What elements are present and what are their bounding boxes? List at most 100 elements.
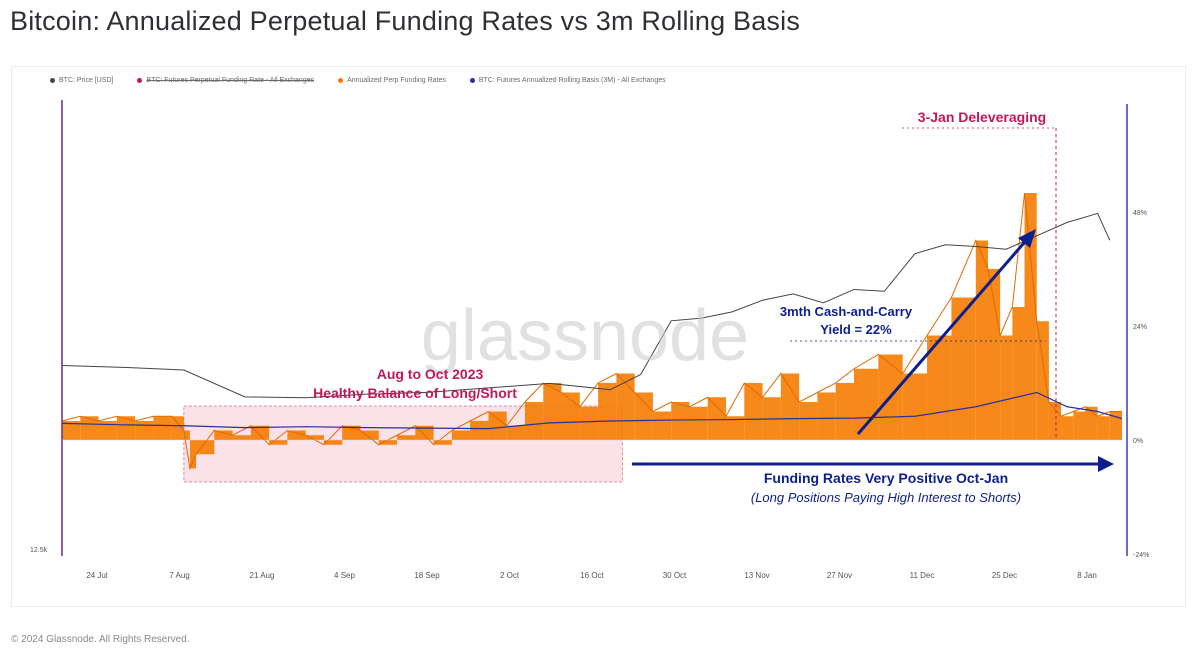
funding-rate-bar	[189, 440, 197, 469]
funding-rate-bar	[951, 297, 976, 440]
funding-rate-bar	[153, 416, 172, 440]
legend-swatch-price	[50, 77, 55, 83]
legend-label-price: BTC: Price [USD]	[59, 77, 114, 84]
x-tick-label: 2 Oct	[500, 571, 520, 580]
carry-label-line1: 3mth Cash-and-Carry	[780, 304, 913, 319]
funding-rate-bar	[1000, 335, 1013, 440]
legend-swatch-rolling-basis	[469, 77, 475, 83]
funding-rate-bar	[250, 425, 270, 440]
funding-rate-bar	[835, 383, 854, 440]
rolling-basis-line	[61, 391, 1123, 430]
legend-label-perp-funding: BTC: Futures Perpetual Funding Rate - Al…	[146, 77, 315, 84]
watermark-text: glassnode	[421, 296, 749, 376]
funding-rate-bar	[1109, 411, 1122, 440]
funding-rate-bar	[171, 416, 184, 440]
x-tick-label: 7 Aug	[169, 571, 189, 580]
funding-rate-bar	[780, 373, 800, 440]
right-tick-label: -24%	[1133, 552, 1149, 559]
funding-rate-bar	[323, 440, 343, 445]
funding-rate-bar	[1024, 193, 1037, 440]
x-tick-label: 30 Oct	[663, 571, 687, 580]
legend-item-rolling-basis[interactable]: BTC: Futures Annualized Rolling Basis (3…	[469, 77, 666, 84]
x-tick-label: 25 Dec	[992, 571, 1017, 580]
x-tick-label: 4 Sep	[334, 571, 355, 580]
x-tick-label: 18 Sep	[414, 571, 440, 580]
funding-rate-bar	[360, 430, 379, 440]
funding-rate-bar	[726, 416, 745, 440]
funding-rate-bar	[214, 430, 233, 440]
x-tick-label: 24 Jul	[86, 571, 108, 580]
legend-label-annualized-funding: Annualized Perp Funding Rates	[347, 77, 446, 84]
legend-swatch-annualized-funding	[338, 77, 344, 83]
funding-rate-bar	[1085, 406, 1098, 440]
funding-rate-bar	[707, 397, 727, 440]
funding-rate-bar	[817, 392, 836, 440]
price-line	[61, 212, 1111, 399]
funding-rate-bar	[183, 430, 190, 440]
funding-rate-bar	[689, 406, 708, 440]
x-tick-label: 11 Dec	[910, 571, 935, 580]
chart-legend: BTC: Price [USD] BTC: Futures Perpetual …	[50, 77, 688, 84]
legend-label-rolling-basis: BTC: Futures Annualized Rolling Basis (3…	[478, 77, 666, 84]
deleveraging-label: 3-Jan Deleveraging	[918, 109, 1046, 125]
funding-rate-bar	[305, 435, 324, 440]
legend-swatch-perp-funding	[137, 77, 143, 83]
right-tick-label: 0%	[1133, 438, 1143, 445]
funding-rate-bar	[287, 430, 306, 440]
funding-rate-bar	[902, 373, 928, 440]
funding-rate-bar	[451, 430, 471, 440]
funding-rate-bar	[1048, 402, 1062, 440]
funding-rate-bar	[987, 269, 1001, 440]
funding-label-line1: Funding Rates Very Positive Oct-Jan	[764, 470, 1008, 486]
x-tick-label: 13 Nov	[744, 571, 769, 580]
legend-item-price[interactable]: BTC: Price [USD]	[50, 77, 113, 84]
funding-rate-bar	[1012, 307, 1025, 440]
funding-rate-bar	[62, 421, 81, 440]
funding-rate-bar	[927, 335, 952, 440]
aug-oct-label-line2: Healthy Balance of Long/Short	[313, 385, 517, 401]
funding-rate-bar	[232, 435, 251, 440]
funding-rate-bar	[470, 421, 489, 440]
funding-rate-bar	[397, 435, 416, 440]
funding-rate-bar	[488, 411, 507, 440]
funding-rate-bar	[506, 425, 525, 440]
aug-oct-label-line1: Aug to Oct 2023	[377, 366, 484, 382]
funding-rate-bar	[135, 421, 154, 440]
funding-rate-bar	[433, 440, 452, 445]
right-tick-label: 48%	[1133, 210, 1147, 217]
funding-rate-bar	[561, 392, 580, 440]
funding-rate-bar	[80, 416, 99, 440]
funding-rate-bar	[378, 440, 398, 445]
x-tick-label: 16 Oct	[580, 571, 604, 580]
funding-rate-bar	[524, 402, 544, 440]
funding-rate-bar	[671, 402, 690, 440]
legend-item-perp-funding[interactable]: BTC: Futures Perpetual Funding Rate - Al…	[137, 77, 314, 84]
carry-label-line2: Yield = 22%	[820, 322, 892, 337]
funding-rate-bar	[579, 406, 599, 440]
funding-rate-line	[61, 192, 1122, 471]
funding-label-line2: (Long Positions Paying High Interest to …	[751, 490, 1021, 505]
funding-rate-bar	[1036, 321, 1049, 440]
funding-rate-bar	[744, 383, 763, 440]
funding-rate-bar	[634, 392, 653, 440]
funding-rate-bar	[543, 383, 562, 440]
funding-rate-bar	[98, 421, 117, 440]
funding-arrowhead	[1098, 456, 1114, 472]
x-tick-label: 21 Aug	[250, 571, 275, 580]
funding-rate-bar	[853, 368, 879, 440]
funding-rate-bar	[415, 425, 434, 440]
funding-rate-bar	[598, 383, 617, 440]
funding-rate-bar	[1073, 411, 1086, 440]
funding-rate-bar	[1061, 416, 1074, 440]
funding-rate-bar	[799, 402, 818, 440]
right-tick-label: 24%	[1133, 324, 1147, 331]
chart-frame	[11, 66, 1186, 607]
funding-rate-bar	[652, 411, 672, 440]
copyright-text: © 2024 Glassnode. All Rights Reserved.	[11, 634, 190, 645]
funding-rate-bar	[1097, 416, 1110, 440]
legend-item-annualized-funding[interactable]: Annualized Perp Funding Rates	[338, 77, 446, 84]
x-tick-label: 27 Nov	[827, 571, 852, 580]
carry-arrowhead	[1018, 229, 1036, 248]
carry-arrow-line	[856, 235, 1032, 435]
